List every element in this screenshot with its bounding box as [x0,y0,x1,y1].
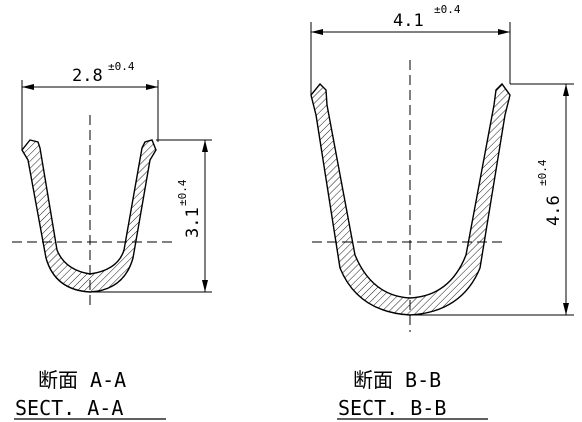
section-a-height-arrow-top [202,140,208,152]
section-b-height-value: 4.6 [544,195,564,226]
section-a-profile [21,139,157,293]
section-a-width-arrow-right [146,84,158,90]
section-b-width-value: 4.1 [393,11,424,31]
section-b-width-tolerance: ±0.4 [434,3,461,16]
section-b-width-arrow-left [311,29,323,35]
section-b-height-arrow-bottom [563,303,569,315]
section-b-caption-jp: 断面 B-B [353,368,441,392]
section-b-profile [310,82,511,316]
section-a-width-tolerance: ±0.4 [108,60,135,73]
section-a-drawing: 2.8 ±0.4 3.1 ±0.4 断面 A-A SECT. A-A [12,60,212,420]
section-a-height-value: 3.1 [183,207,203,238]
section-b-caption-en: SECT. B-B [338,396,446,420]
section-a-width-value: 2.8 [72,66,103,86]
section-b-drawing: 4.1 ±0.4 4.6 ±0.4 断面 B-B SECT. B-B [310,3,574,420]
section-a-height-tolerance: ±0.4 [176,179,189,206]
section-a-height-arrow-bottom [202,280,208,292]
section-a-caption-en: SECT. A-A [15,396,123,420]
section-a-width-arrow-left [22,84,34,90]
section-b-height-tolerance: ±0.4 [536,159,549,186]
section-b-width-arrow-right [498,29,510,35]
section-b-height-arrow-top [563,84,569,96]
section-a-caption-jp: 断面 A-A [38,368,126,392]
